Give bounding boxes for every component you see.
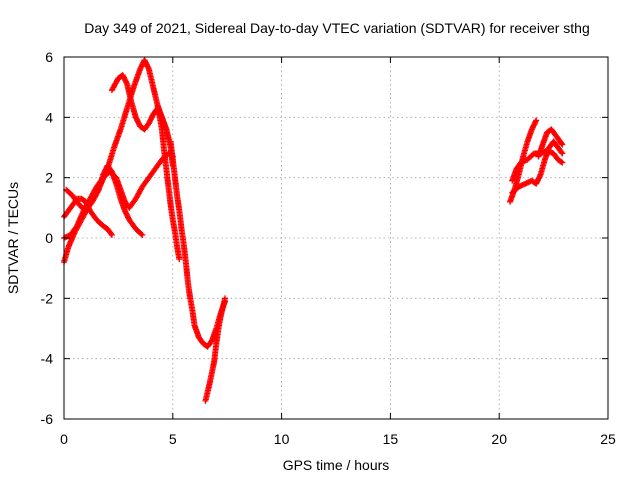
data-point <box>558 140 565 147</box>
y-axis-label: SDTVAR / TECUs <box>5 182 21 294</box>
data-point <box>559 159 566 166</box>
x-tick-label: 5 <box>169 431 177 447</box>
axis-ticks: 0 5 10 15 20 25 -6 -4 -2 0 2 4 6 <box>41 49 616 447</box>
y-tick-label: 6 <box>45 49 53 65</box>
data-point <box>533 117 540 124</box>
data-point <box>108 230 115 237</box>
x-tick-label: 0 <box>60 431 68 447</box>
data-point <box>139 231 146 238</box>
data-point <box>95 188 102 195</box>
data-point <box>176 256 183 263</box>
x-tick-label: 25 <box>600 431 616 447</box>
x-tick-label: 15 <box>383 431 399 447</box>
y-tick-label: -6 <box>41 411 54 427</box>
data-point <box>165 135 172 142</box>
y-tick-label: -4 <box>41 351 54 367</box>
x-tick-label: 20 <box>491 431 507 447</box>
y-tick-label: 2 <box>45 170 53 186</box>
x-axis-label: GPS time / hours <box>283 457 390 473</box>
data-point <box>559 141 566 148</box>
x-tick-label: 10 <box>274 431 290 447</box>
data-point <box>558 158 565 165</box>
data-point <box>558 149 565 156</box>
chart-title: Day 349 of 2021, Sidereal Day-to-day VTE… <box>84 20 590 36</box>
data-points <box>61 57 566 404</box>
data-point <box>559 150 566 157</box>
y-tick-label: 0 <box>45 230 53 246</box>
plot-frame <box>63 56 609 420</box>
data-point <box>138 230 145 237</box>
data-point <box>222 295 229 302</box>
y-tick-label: -2 <box>41 290 54 306</box>
data-point <box>108 231 115 238</box>
y-tick-label: 4 <box>45 109 53 125</box>
